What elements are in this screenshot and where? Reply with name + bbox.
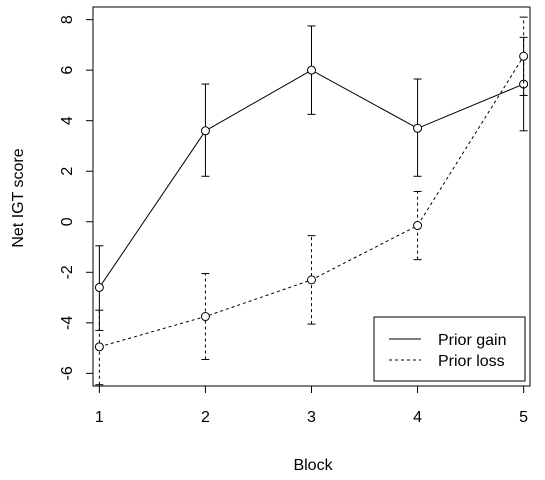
data-point xyxy=(200,126,210,136)
y-tick-label: 8 xyxy=(59,15,76,24)
data-point xyxy=(307,275,316,285)
data-point xyxy=(519,51,529,61)
y-axis: -6 -4 -2 0 2 4 6 8 xyxy=(59,15,93,380)
series-layer xyxy=(94,16,529,386)
data-point xyxy=(94,282,104,292)
error-bar xyxy=(519,16,528,96)
data-point xyxy=(94,342,104,352)
error-bar xyxy=(413,190,422,261)
series-prior-gain xyxy=(94,25,529,331)
y-tick-label: 2 xyxy=(59,167,76,176)
legend-label-prior-gain: Prior gain xyxy=(438,332,506,349)
data-point xyxy=(413,123,423,133)
series-prior-loss xyxy=(94,16,529,386)
y-tick-label: 0 xyxy=(59,217,76,226)
y-axis-label: Net IGT score xyxy=(10,148,27,247)
x-tick-label: 2 xyxy=(201,409,210,426)
y-tick-label: 6 xyxy=(59,66,76,75)
x-tick-label: 4 xyxy=(413,409,422,426)
y-tick-label: -2 xyxy=(59,265,76,279)
x-axis-label: Block xyxy=(293,457,333,474)
x-tick-label: 3 xyxy=(307,409,316,426)
y-tick-label: -6 xyxy=(59,366,76,380)
y-tick-label: -4 xyxy=(59,316,76,330)
data-point xyxy=(413,221,423,231)
data-point xyxy=(200,312,210,322)
x-axis: 1 2 3 4 5 xyxy=(95,386,528,426)
y-tick-label: 4 xyxy=(59,116,76,125)
legend-label-prior-loss: Prior loss xyxy=(438,353,505,370)
legend-box xyxy=(373,316,526,382)
x-tick-label: 5 xyxy=(519,409,528,426)
legend: Prior gain Prior loss xyxy=(373,316,526,382)
x-tick-label: 1 xyxy=(95,409,104,426)
data-point xyxy=(307,65,316,75)
